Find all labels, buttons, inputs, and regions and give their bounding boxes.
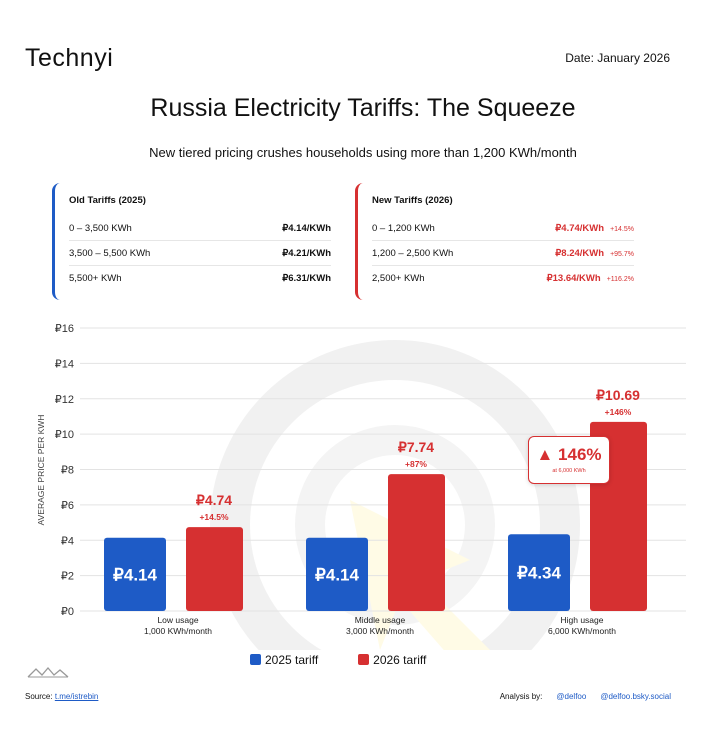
y-tick-label: ₽2 [61,571,74,583]
callout-note: at 6,000 KWh [552,468,586,474]
y-tick-label: ₽16 [55,323,74,335]
y-tick-label: ₽12 [55,394,74,406]
logo: Technyi [25,44,114,72]
y-tick-label: ₽8 [61,465,74,477]
x-tick-sublabel: 3,000 KWh/month [346,626,414,636]
tariff-row: 3,500 – 5,500 KWh ₽4.21/KWh [69,241,331,266]
legend-swatch [358,654,370,665]
callout-box: ▲ 146% at 6,000 KWh [528,436,610,484]
tariff-range: 0 – 3,500 KWh [69,222,132,234]
y-axis-label: AVERAGE PRICE PER KWH [36,415,46,526]
old-tariffs-card: Old Tariffs (2025) 0 – 3,500 KWh ₽4.14/KW… [52,183,342,300]
callout-value: ▲ 146% [536,445,602,464]
legend-label: 2025 tariff [265,653,319,667]
bar-value-label: ₽4.14 [315,565,359,584]
bar-2026 [186,527,243,611]
legend-label: 2026 tariff [373,653,427,667]
bar-value-label: ₽7.74 [398,439,434,455]
bar-change-label: +146% [605,407,632,417]
bsky-link[interactable]: @delfoo.bsky.social [600,692,671,701]
legend-item-2025: 2025 tariff [250,653,318,667]
bar-2025 [306,537,368,611]
date-label: Date: January 2026 [565,51,670,65]
tariff-row: 0 – 3,500 KWh ₽4.14/KWh [69,216,331,241]
x-tick-sublabel: 6,000 KWh/month [548,626,616,636]
tariff-price: ₽8.24/KWh [555,247,605,259]
bar-2025 [508,534,570,611]
tariff-price: ₽4.21/KWh [282,247,331,259]
tariff-price: ₽4.74/KWh [555,222,605,234]
tariff-range: 5,500+ KWh [69,273,122,284]
x-tick-label: Low usage [157,615,198,625]
x-tick-label: Middle usage [355,615,406,625]
bar-change-label: +87% [405,459,427,469]
page-title: Russia Electricity Tariffs: The Squeeze [150,94,576,122]
analysis-label: Analysis by: [499,692,543,701]
tariff-change: +116.2% [606,276,634,283]
x-tick-label: High usage [560,615,603,625]
legend-swatch [250,654,261,665]
tariff-row: 2,500+ KWh ₽13.64/KWh +116.2% [372,266,634,291]
subtitle: New tiered pricing crushes households us… [149,145,577,160]
bar-change-label: +14.5% [199,512,229,522]
y-tick-label: ₽6 [61,500,74,512]
watermark-ring [210,340,580,650]
mountain-logo-icon [27,667,69,678]
tariff-row: 5,500+ KWh ₽6.31/KWh [69,266,331,291]
bar-value-label: ₽4.74 [196,492,232,508]
y-tick-label: ₽0 [61,606,74,618]
tariff-price: ₽4.14/KWh [282,222,331,234]
tariff-change: +95.7% [610,250,634,258]
card-title: Old Tariffs (2025) [69,195,146,206]
analysis-credits: Analysis by: @delfoo @delfoo.bsky.social [500,692,671,701]
tariff-range: 2,500+ KWh [372,273,425,284]
bar-value-label: ₽4.14 [113,565,157,584]
tariff-row: 0 – 1,200 KWh ₽4.74/KWh +14.5% [372,216,634,241]
bar-value-label: ₽4.34 [517,564,561,583]
source-label: Source: [25,692,53,701]
bar-2026 [388,474,445,611]
new-tariffs-card: New Tariffs (2026) 0 – 1,200 KWh ₽4.74/KW… [355,183,645,300]
x-tick-sublabel: 1,000 KWh/month [144,626,212,636]
handle-link[interactable]: @delfoo [556,692,587,701]
tariff-range: 1,200 – 2,500 KWh [372,247,454,259]
tariff-price: ₽6.31/KWh [282,273,331,284]
tariff-row: 1,200 – 2,500 KWh ₽8.24/KWh +95.7% [372,241,634,266]
card-title: New Tariffs (2026) [372,195,453,206]
tariff-change: +14.5% [610,225,634,233]
bar-value-label: ₽10.69 [596,387,640,403]
tariff-range: 3,500 – 5,500 KWh [69,247,151,259]
bar-2025 [104,537,166,611]
y-tick-label: ₽10 [55,429,74,441]
tariff-range: 0 – 1,200 KWh [372,222,435,234]
source: Source: t.me/istrebin [25,692,98,701]
bar-chart: ₽0 ₽2 ₽4 ₽6 ₽8 ₽10 ₽12 ₽14 ₽16 AVERAGE PRICE PER … [36,323,686,650]
y-tick-label: ₽14 [55,358,74,370]
legend-item-2026: 2026 tariff [358,653,426,667]
source-link[interactable]: t.me/istrebin [54,692,99,701]
legend: 2025 tariff 2026 tariff [250,653,426,667]
tariff-price: ₽13.64/KWh [546,273,601,284]
y-tick-label: ₽4 [61,535,74,547]
